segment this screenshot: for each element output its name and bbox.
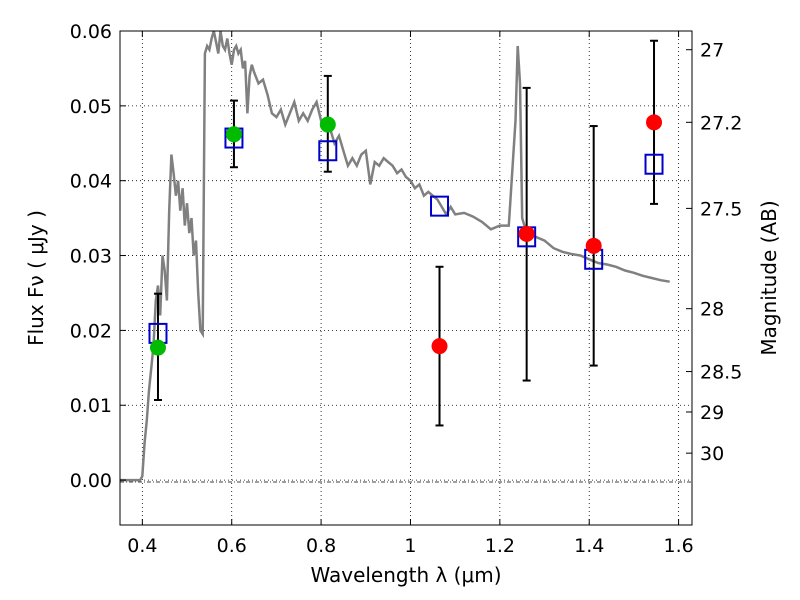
y-tick-label: 0.01 xyxy=(70,395,112,417)
y-axis-label: Flux Fν ( μJy ) xyxy=(24,210,48,346)
y-tick-label: 0.05 xyxy=(70,96,112,118)
synthetic-square-point xyxy=(318,140,338,162)
x-axis-label: Wavelength λ (μm) xyxy=(310,563,501,587)
right-tick-label: 30 xyxy=(700,443,724,465)
nondetection-point xyxy=(585,237,602,254)
plot-frame xyxy=(119,30,693,526)
right-tick-label: 29 xyxy=(700,402,724,424)
y-tick-label: 0.04 xyxy=(70,171,112,193)
right-tick-label: 27 xyxy=(700,40,724,62)
right-tick-label: 28.5 xyxy=(700,362,742,384)
x-tick-label: 0.6 xyxy=(217,535,247,557)
right-tick-label: 27.5 xyxy=(700,198,742,220)
nondetection-point xyxy=(646,114,663,131)
y-tick-label: 0.06 xyxy=(70,21,112,43)
y-tick-label: 0.02 xyxy=(70,320,112,342)
x-tick-label: 0.4 xyxy=(127,535,157,557)
synthetic-square-point xyxy=(644,153,664,175)
detection-point xyxy=(319,116,336,133)
x-tick-label: 1.6 xyxy=(663,535,693,557)
x-tick-label: 1.4 xyxy=(574,535,604,557)
detection-point xyxy=(149,339,166,356)
detection-point xyxy=(225,126,242,143)
right-tick-label: 27.2 xyxy=(700,112,742,134)
x-tick-label: 1.2 xyxy=(485,535,515,557)
y-tick-label: 0.03 xyxy=(70,246,112,268)
x-tick-label: 1 xyxy=(404,535,416,557)
model-spectrum-line xyxy=(120,30,670,482)
nondetection-point xyxy=(431,338,448,355)
axis-ticks: 0.4 0.6 0.8 1 1.2 1.4 1.6 0.00 0.01 0.02 0.03 0.04 0… xyxy=(70,21,743,557)
right-axis-label: Magnitude (AB) xyxy=(757,200,781,355)
data-marks xyxy=(148,39,664,427)
x-tick-label: 0.8 xyxy=(306,535,336,557)
synthetic-square-point xyxy=(430,195,450,217)
y-tick-label: 0.00 xyxy=(70,470,112,492)
right-tick-label: 28 xyxy=(700,299,724,321)
grid xyxy=(120,30,692,525)
nondetection-point xyxy=(518,225,535,242)
